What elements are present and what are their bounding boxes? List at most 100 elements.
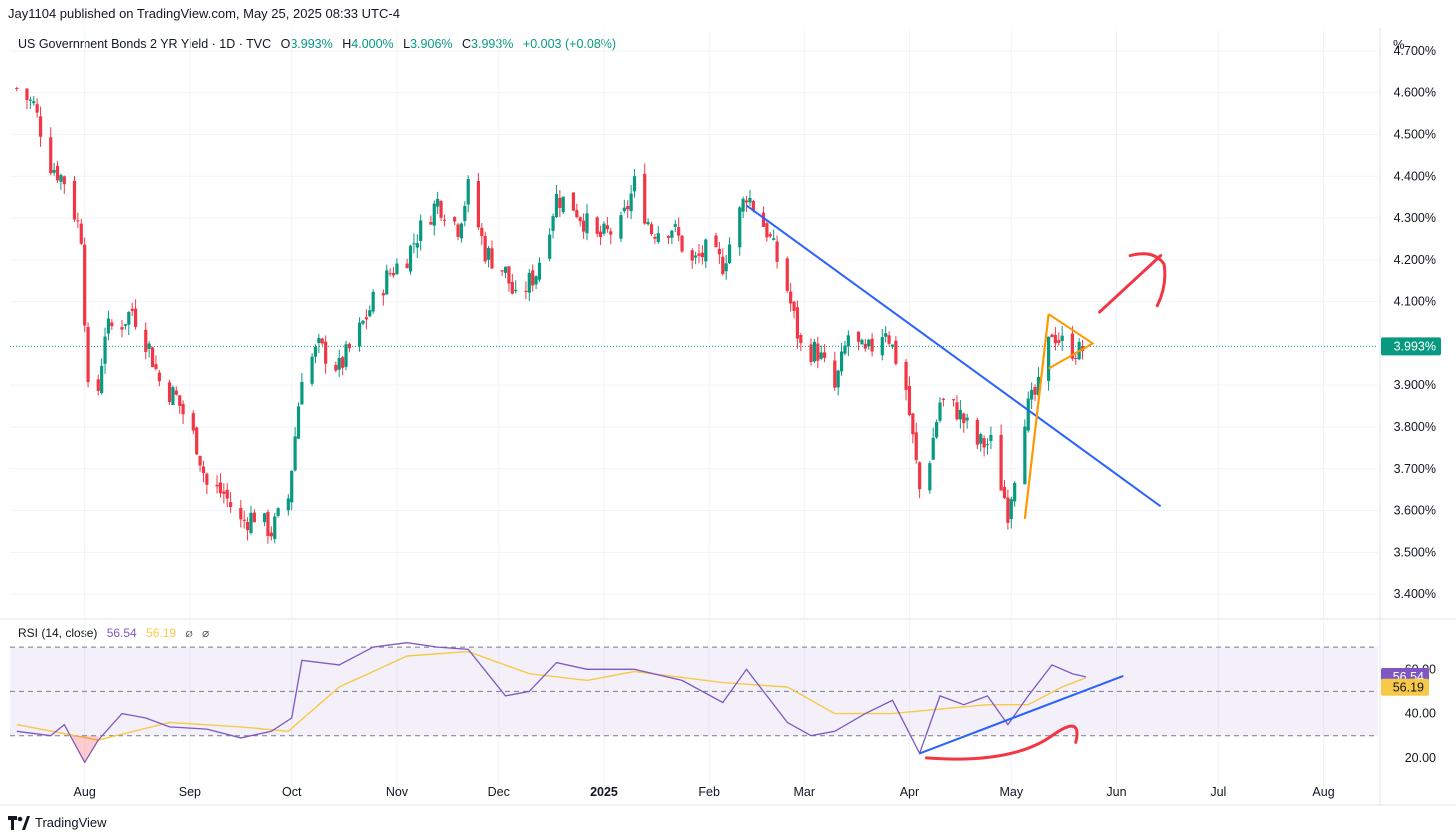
candle-body — [49, 137, 53, 174]
rsi-oversold-fill — [71, 735, 99, 763]
candle-body — [150, 347, 155, 368]
rsi-legend: RSI (14, close) 56.54 56.19 ⌀ ⌀ — [18, 626, 209, 640]
candle-body — [100, 366, 104, 394]
price-tick-label: 3.700% — [1394, 462, 1436, 476]
candle-body — [1026, 398, 1030, 431]
candle-body — [96, 379, 100, 391]
rsi-line — [16, 642, 1087, 764]
month-label: May — [999, 785, 1023, 799]
candle-body — [269, 532, 273, 537]
publisher-credit: Jay1104 published on TradingView.com, Ma… — [8, 6, 400, 21]
candle-body — [524, 290, 528, 292]
candle-body — [514, 289, 518, 292]
candle-body — [677, 227, 681, 236]
candle-body — [229, 502, 233, 508]
candle-body — [744, 200, 749, 203]
candle-body — [195, 427, 199, 455]
candle-body — [191, 413, 195, 431]
candle-body — [456, 224, 460, 237]
candle-body — [839, 351, 844, 372]
candle-body — [1030, 389, 1034, 400]
candle-body — [741, 198, 745, 212]
candle-body — [666, 236, 671, 238]
candle-body — [432, 203, 436, 226]
candle-body — [62, 176, 66, 185]
rsi-ma-tag — [1381, 678, 1429, 696]
candle-body — [55, 165, 60, 181]
candle-body — [721, 256, 725, 275]
rsi-tick-label: 20.00 — [1405, 751, 1436, 765]
candle-body — [527, 272, 531, 293]
candle-body — [918, 462, 922, 490]
candle-body — [534, 276, 538, 285]
candle-body — [178, 395, 182, 406]
candle-body — [748, 197, 752, 203]
candle-body — [154, 364, 158, 369]
candle-body — [388, 273, 392, 275]
candle-body — [123, 324, 128, 326]
candle-body — [598, 231, 603, 238]
candle-body — [1023, 426, 1027, 485]
candle-body — [415, 243, 419, 248]
candle-body — [52, 169, 56, 173]
rsi-tick-label: 40.00 — [1405, 707, 1436, 721]
candle-body — [595, 217, 599, 234]
candle-body — [341, 357, 345, 368]
candle-body — [551, 216, 555, 231]
candle-body — [1006, 497, 1010, 523]
candle-body — [222, 491, 226, 494]
candle-body — [459, 223, 464, 239]
candle-body — [775, 241, 779, 262]
candle-body — [1009, 499, 1013, 520]
candle-body — [965, 417, 969, 421]
candle-body — [483, 236, 487, 262]
month-label: 2025 — [590, 785, 618, 799]
candle-body — [218, 482, 223, 494]
candle-body — [364, 317, 368, 320]
candle-body — [510, 281, 514, 294]
price-tick-label: 3.600% — [1394, 504, 1436, 518]
candle-body — [785, 258, 789, 291]
candle-body — [144, 329, 148, 352]
price-tick-label: 3.500% — [1394, 545, 1436, 559]
candle-body — [344, 344, 348, 367]
candle-body — [106, 318, 111, 334]
candle-body — [1047, 336, 1051, 381]
candle-body — [1033, 387, 1037, 395]
candle-body — [201, 466, 206, 474]
candle-body — [313, 346, 318, 357]
hide-icon[interactable]: ⌀ — [185, 626, 193, 640]
candle-body — [999, 434, 1003, 491]
candle-body — [290, 470, 294, 503]
visibility-icon[interactable]: ⌀ — [202, 626, 210, 640]
candle-body — [453, 217, 457, 222]
footer-brand: TradingView — [35, 815, 107, 830]
price-tick-label: 4.700% — [1394, 44, 1436, 58]
price-tick-label: 4.200% — [1394, 253, 1436, 267]
candle-body — [25, 88, 29, 100]
candle-body — [884, 333, 888, 337]
candle-body — [1013, 482, 1017, 502]
candle-body — [310, 356, 314, 384]
candle-body — [147, 343, 151, 349]
candle-body — [656, 233, 660, 242]
candle-body — [558, 197, 562, 208]
candle-body — [632, 176, 637, 192]
price-tick-label: 4.100% — [1394, 295, 1436, 309]
candle-body — [167, 382, 172, 402]
unit-label[interactable]: % — [1393, 37, 1405, 52]
candle-body — [951, 399, 956, 401]
candle-body — [480, 227, 484, 237]
candle-body — [673, 224, 677, 227]
candle-body — [816, 343, 820, 361]
candle-body — [531, 270, 535, 286]
candle-body — [1060, 335, 1064, 341]
candle-body — [619, 215, 623, 239]
month-label: Nov — [386, 785, 409, 799]
candle-body — [833, 360, 837, 388]
candle-body — [293, 436, 297, 471]
candle-body — [622, 207, 626, 212]
candle-body — [605, 225, 609, 230]
candle-body — [982, 438, 986, 448]
